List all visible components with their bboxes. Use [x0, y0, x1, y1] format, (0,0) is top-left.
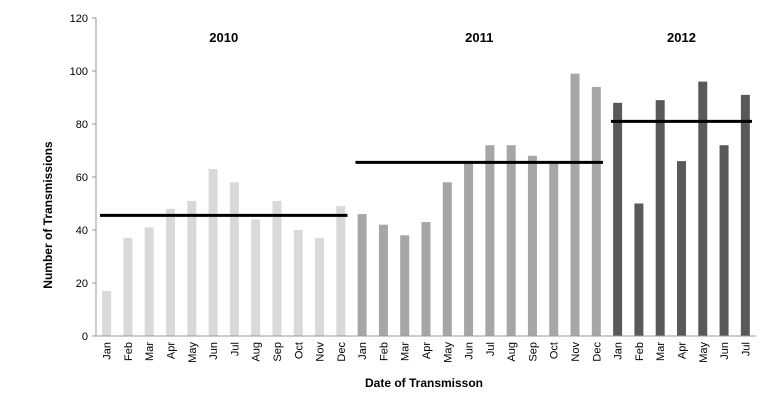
x-tick-label: Jan	[357, 342, 369, 360]
x-tick-label: Feb	[123, 342, 135, 361]
bar-2011-Jun	[464, 161, 474, 336]
x-axis-title: Date of Transmisson	[365, 376, 483, 390]
bar-2010-Jan	[102, 290, 112, 336]
x-tick-label: Mar	[144, 342, 156, 361]
bar-2012-Jul	[740, 94, 750, 336]
bar-2011-Jan	[357, 214, 367, 336]
x-tick-label: Jun	[719, 342, 731, 360]
bar-2010-Apr	[166, 208, 176, 336]
bar-2011-Jul	[485, 145, 495, 336]
bar-2012-Apr	[676, 161, 686, 336]
mean-lines	[100, 119, 752, 217]
x-tick-label: Oct	[549, 342, 561, 359]
x-tick-label: Sep	[272, 342, 284, 362]
bar-2012-Jan	[613, 102, 623, 336]
x-tick-label: Nov	[570, 342, 582, 362]
bar-2012-Jun	[719, 145, 729, 336]
bar-2011-Sep	[527, 155, 537, 336]
bar-2012-Mar	[655, 100, 665, 337]
year-label-2011: 2011	[465, 30, 493, 45]
bar-2010-Mar	[144, 227, 154, 336]
bar-2010-Dec	[336, 206, 346, 336]
x-tick-label: Mar	[655, 342, 667, 361]
x-tick-label: Feb	[634, 342, 646, 361]
x-tick-label: Jun	[208, 342, 220, 360]
bar-2011-Feb	[378, 224, 388, 336]
bar-2011-Oct	[549, 161, 559, 336]
bar-2012-May	[698, 81, 708, 336]
x-tick-label: Jul	[740, 342, 752, 356]
y-axis-title: Number of Transmissions	[41, 141, 55, 289]
x-tick-label: Aug	[506, 342, 518, 362]
x-tick-label: Aug	[251, 342, 263, 362]
bar-2010-Jul	[229, 182, 239, 336]
x-tick-label: Nov	[315, 342, 327, 362]
x-tick-label: Mar	[400, 342, 412, 361]
x-tick-label: Jun	[464, 342, 476, 360]
x-tick-label: Jan	[613, 342, 625, 360]
y-tick-label: 80	[76, 119, 88, 131]
bar-2010-May	[187, 200, 197, 336]
bar-2010-Nov	[315, 237, 325, 336]
bar-2011-Nov	[570, 73, 580, 337]
year-labels: 2010 2011 2012	[209, 30, 696, 45]
x-tick-label: Apr	[676, 342, 688, 359]
bar-2010-Jun	[208, 169, 218, 336]
bar-2011-Dec	[591, 86, 601, 337]
y-tick-label: 0	[82, 331, 88, 343]
y-tick-label: 60	[76, 172, 88, 184]
x-tick-label: May	[442, 342, 454, 363]
bar-2012-Feb	[634, 203, 644, 336]
bar-2010-Feb	[123, 237, 133, 336]
x-tick-label: May	[698, 342, 710, 363]
x-tick-label: Feb	[378, 342, 390, 361]
y-tick-label: 120	[70, 13, 88, 25]
bar-2011-Mar	[400, 235, 410, 336]
bar-2011-Aug	[506, 145, 516, 336]
bars	[102, 73, 750, 337]
x-tick-label: Dec	[591, 342, 603, 362]
x-tick-label: Apr	[166, 342, 178, 359]
y-tick-label: 20	[76, 278, 88, 290]
x-tick-label: Dec	[336, 342, 348, 362]
year-label-2012: 2012	[667, 30, 696, 45]
x-tick-label: Sep	[527, 342, 539, 362]
y-axis-ticks: 0 20 40 60 80 100 120	[70, 13, 96, 343]
bar-2010-Sep	[272, 200, 282, 336]
x-tick-label: Jul	[485, 342, 497, 356]
x-tick-label: Apr	[421, 342, 433, 359]
year-label-2010: 2010	[209, 30, 238, 45]
bar-2010-Aug	[251, 219, 261, 336]
bar-2011-May	[442, 182, 452, 336]
y-tick-label: 40	[76, 225, 88, 237]
x-tick-label: Oct	[293, 342, 305, 359]
x-tick-label: Jan	[102, 342, 114, 360]
x-axis-ticks: Jan Feb Mar Apr May Jun Jul Aug Sep Oct Nov Dec Jan F…	[102, 342, 753, 363]
x-tick-label: May	[187, 342, 199, 363]
x-tick-label: Jul	[229, 342, 241, 356]
y-tick-label: 100	[70, 66, 88, 78]
bar-2010-Oct	[293, 230, 303, 336]
bar-2011-Apr	[421, 222, 431, 336]
